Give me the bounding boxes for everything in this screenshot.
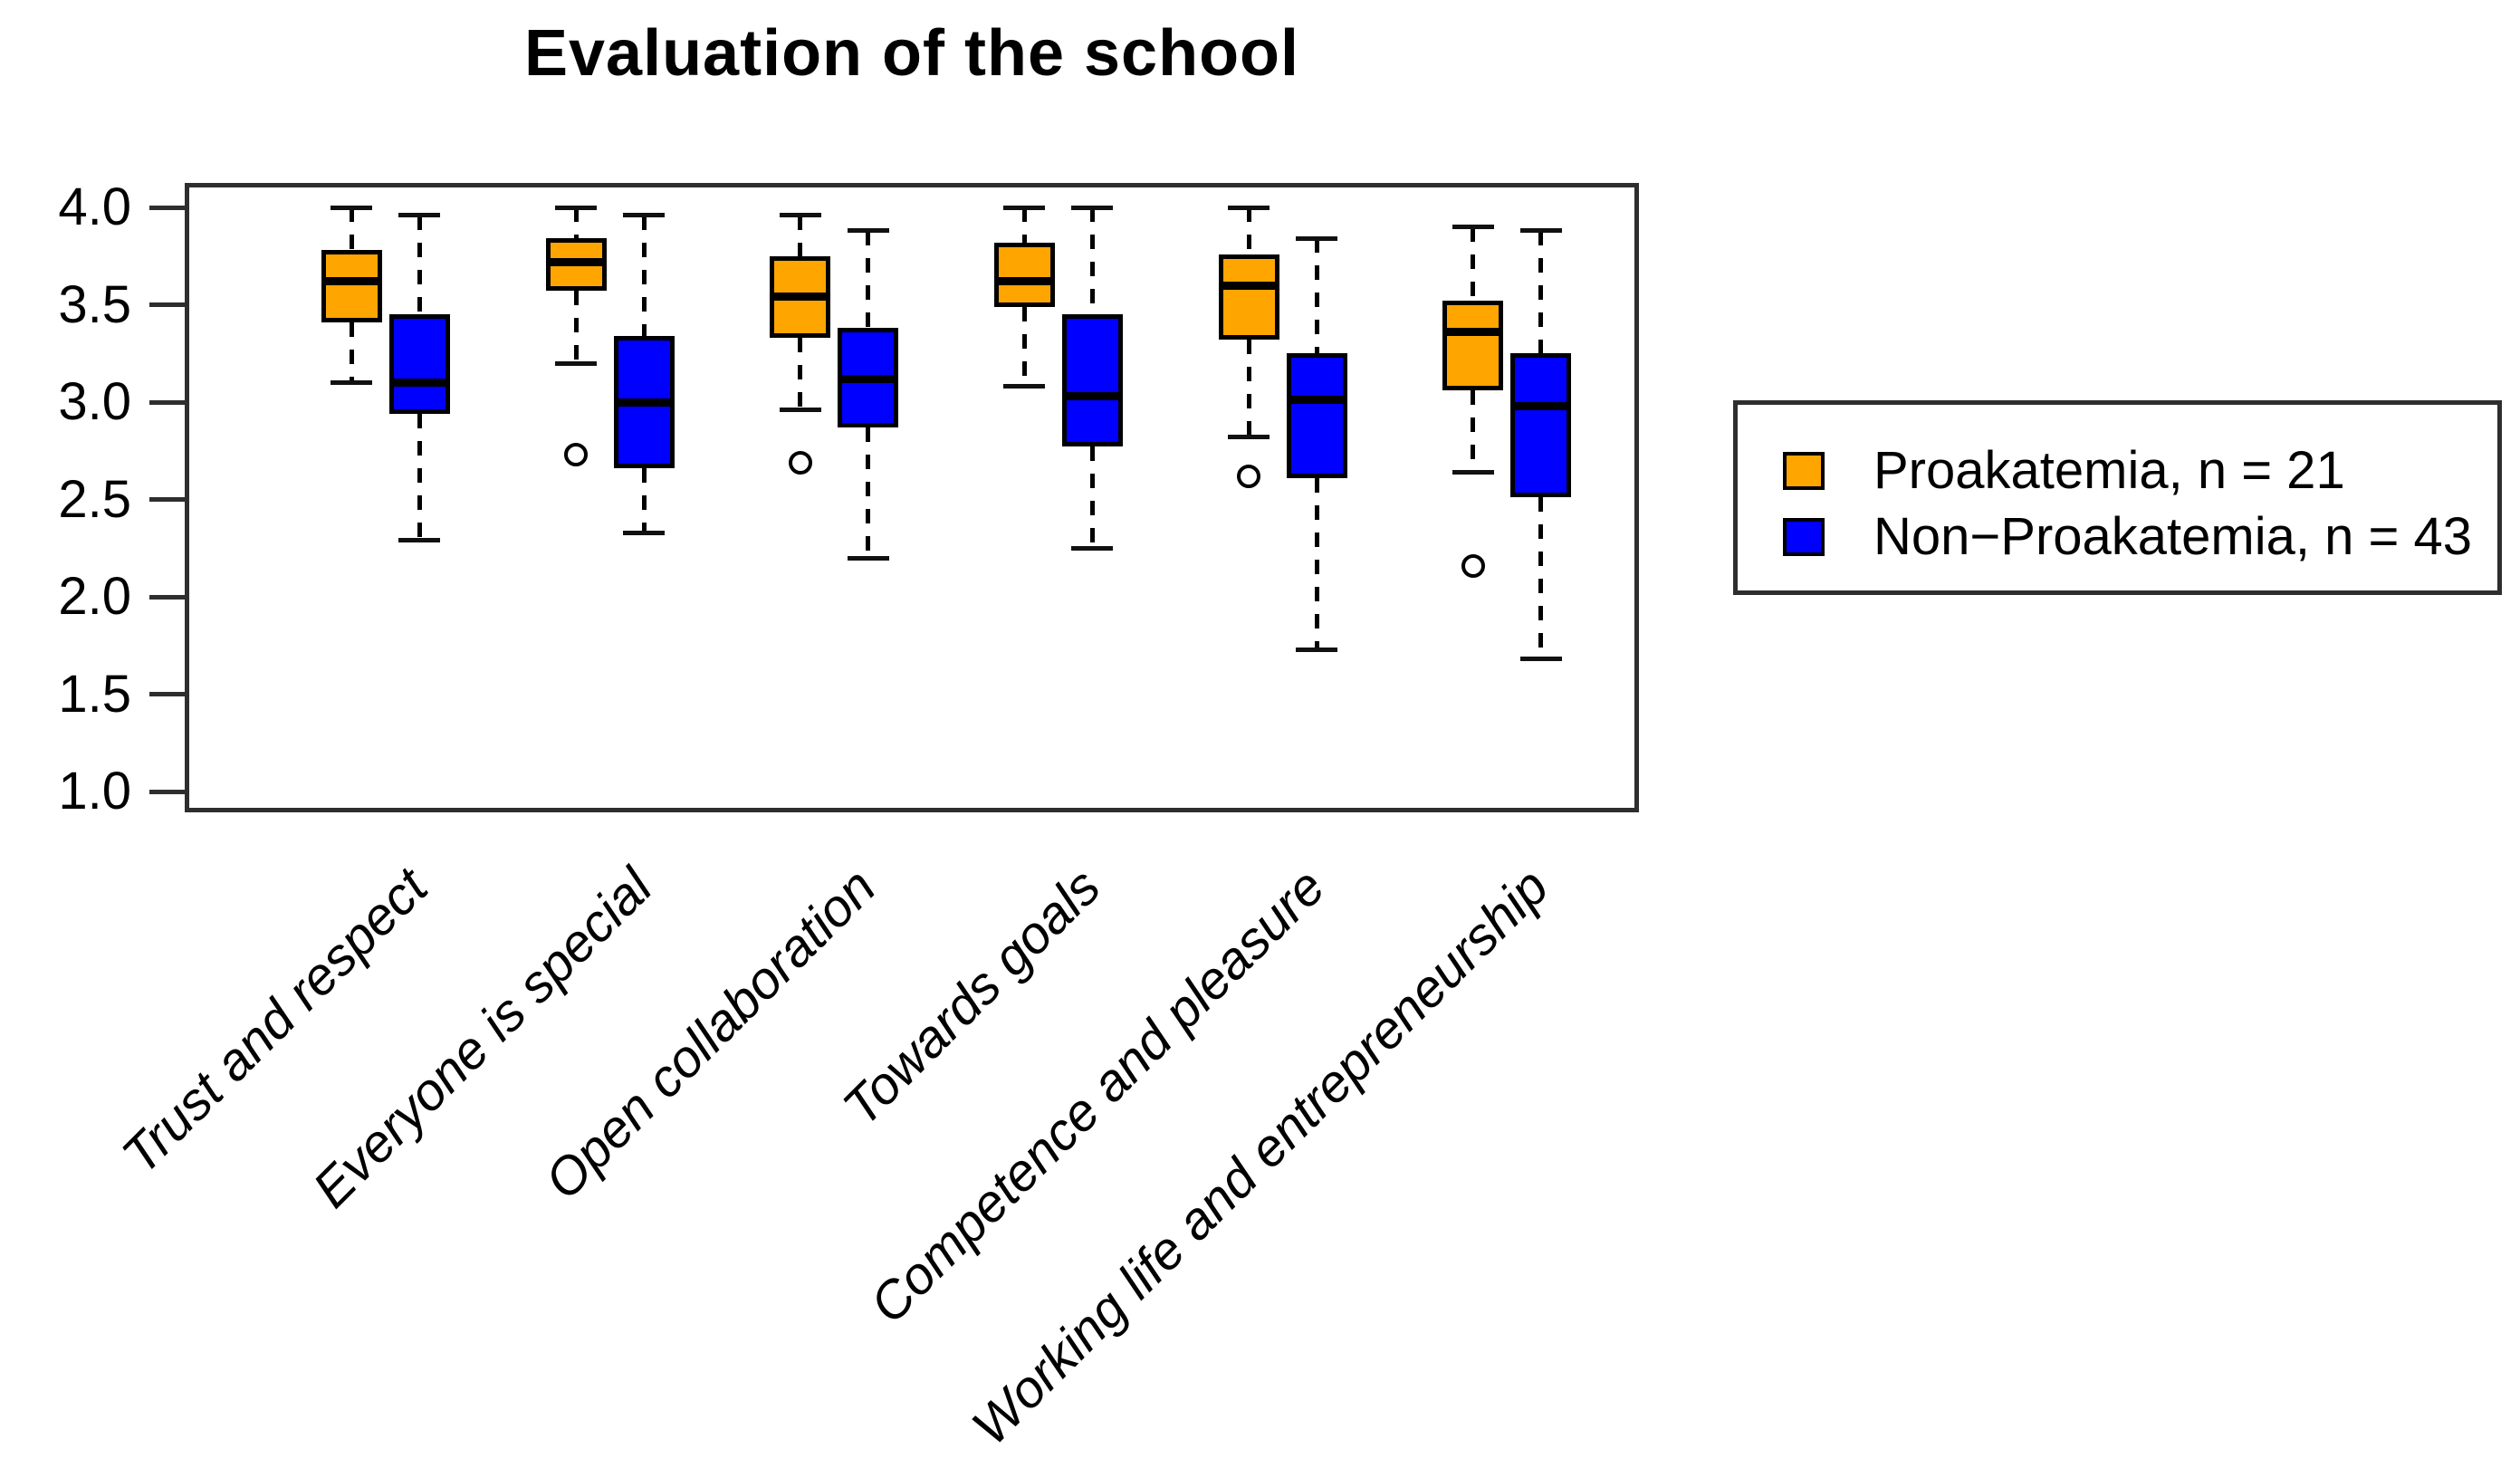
upper-whisker-cap-non-proakatemia-4: [1296, 235, 1338, 241]
box-non-proakatemia-5: [1510, 353, 1572, 498]
lower-whisker-cap-non-proakatemia-4: [1296, 647, 1338, 652]
upper-whisker-non-proakatemia-0: [417, 215, 422, 315]
lower-whisker-non-proakatemia-0: [417, 413, 422, 541]
y-axis-tick: [149, 789, 185, 794]
upper-whisker-non-proakatemia-3: [1089, 207, 1095, 315]
y-axis-tick: [149, 497, 185, 502]
chart-title: Evaluation of the school: [523, 17, 1300, 90]
legend-box: Proakatemia, n = 21 Non−Proakatemia, n =…: [1733, 400, 2502, 595]
lower-whisker-non-proakatemia-4: [1314, 477, 1319, 650]
outlier-proakatemia-4: [1237, 464, 1261, 488]
median-non-proakatemia-4: [1286, 396, 1347, 405]
lower-whisker-cap-non-proakatemia-1: [623, 530, 665, 535]
upper-whisker-non-proakatemia-5: [1538, 230, 1544, 354]
box-proakatemia-5: [1442, 301, 1504, 391]
lower-whisker-proakatemia-1: [573, 291, 579, 363]
outlier-proakatemia-5: [1461, 553, 1485, 578]
median-non-proakatemia-5: [1510, 401, 1572, 410]
upper-whisker-non-proakatemia-1: [641, 215, 647, 336]
y-axis-tick-label: 2.5: [58, 469, 131, 529]
upper-whisker-cap-proakatemia-0: [331, 205, 373, 210]
y-axis-tick-label: 4.0: [58, 178, 131, 236]
box-proakatemia-4: [1218, 254, 1279, 341]
upper-whisker-non-proakatemia-2: [866, 230, 871, 329]
lower-whisker-cap-proakatemia-4: [1228, 435, 1270, 440]
median-proakatemia-4: [1218, 281, 1279, 290]
box-proakatemia-0: [321, 250, 382, 322]
legend-label: Proakatemia, n = 21: [1873, 441, 2345, 500]
median-non-proakatemia-0: [388, 379, 450, 387]
outlier-proakatemia-1: [564, 443, 588, 467]
median-proakatemia-1: [545, 257, 607, 266]
lower-whisker-cap-non-proakatemia-3: [1071, 545, 1114, 551]
y-axis-tick: [149, 205, 185, 210]
upper-whisker-proakatemia-5: [1471, 226, 1476, 302]
lower-whisker-non-proakatemia-3: [1089, 446, 1095, 549]
upper-whisker-cap-non-proakatemia-0: [398, 213, 441, 218]
lower-whisker-cap-non-proakatemia-0: [398, 538, 441, 543]
proakatemia-swatch: [1783, 452, 1825, 490]
lower-whisker-cap-non-proakatemia-2: [847, 555, 889, 561]
upper-whisker-cap-non-proakatemia-5: [1519, 228, 1562, 234]
upper-whisker-cap-proakatemia-4: [1228, 205, 1270, 210]
upper-whisker-cap-proakatemia-2: [779, 213, 821, 218]
upper-whisker-cap-non-proakatemia-2: [847, 228, 889, 234]
median-non-proakatemia-3: [1061, 392, 1123, 401]
y-axis-tick-label: 2.0: [58, 567, 131, 626]
lower-whisker-proakatemia-2: [798, 338, 803, 410]
lower-whisker-cap-proakatemia-1: [555, 360, 597, 366]
lower-whisker-cap-non-proakatemia-5: [1519, 657, 1562, 662]
lower-whisker-cap-proakatemia-0: [331, 380, 373, 385]
upper-whisker-cap-proakatemia-1: [555, 205, 597, 210]
upper-whisker-cap-non-proakatemia-3: [1071, 205, 1114, 210]
box-non-proakatemia-4: [1286, 353, 1347, 478]
y-axis-tick-label: 1.5: [58, 664, 131, 724]
y-axis-tick-label: 3.0: [58, 372, 131, 431]
y-axis-tick: [149, 399, 185, 405]
median-proakatemia-2: [770, 293, 831, 302]
outlier-proakatemia-2: [788, 450, 812, 475]
plot-area-frame: [185, 183, 1639, 812]
non-proakatemia-swatch: [1783, 518, 1825, 556]
lower-whisker-cap-proakatemia-3: [1003, 384, 1046, 389]
lower-whisker-proakatemia-4: [1246, 340, 1251, 437]
y-axis-tick: [149, 692, 185, 696]
lower-whisker-non-proakatemia-2: [866, 427, 871, 558]
upper-whisker-cap-proakatemia-5: [1452, 225, 1494, 229]
y-axis-tick: [149, 302, 185, 307]
box-proakatemia-3: [993, 242, 1055, 307]
median-proakatemia-5: [1442, 328, 1504, 337]
upper-whisker-proakatemia-3: [1021, 207, 1027, 243]
upper-whisker-proakatemia-0: [349, 207, 354, 251]
y-axis-tick: [149, 594, 185, 600]
lower-whisker-proakatemia-5: [1471, 390, 1476, 473]
lower-whisker-cap-proakatemia-2: [779, 408, 821, 413]
upper-whisker-proakatemia-4: [1246, 207, 1251, 254]
lower-whisker-non-proakatemia-1: [641, 468, 647, 533]
upper-whisker-non-proakatemia-4: [1314, 238, 1319, 354]
y-axis-tick-label: 1.0: [58, 762, 131, 820]
y-axis-tick-label: 3.5: [58, 274, 131, 334]
median-non-proakatemia-2: [838, 374, 899, 383]
upper-whisker-cap-non-proakatemia-1: [623, 213, 665, 218]
median-proakatemia-3: [993, 277, 1055, 286]
upper-whisker-cap-proakatemia-3: [1003, 205, 1046, 210]
lower-whisker-proakatemia-3: [1021, 306, 1027, 387]
lower-whisker-cap-proakatemia-5: [1452, 469, 1494, 475]
upper-whisker-proakatemia-2: [798, 215, 803, 256]
box-non-proakatemia-3: [1061, 314, 1123, 447]
median-non-proakatemia-1: [613, 398, 675, 407]
legend-label: Non−Proakatemia, n = 43: [1873, 507, 2472, 566]
box-non-proakatemia-0: [388, 314, 450, 414]
upper-whisker-proakatemia-1: [573, 207, 579, 239]
lower-whisker-proakatemia-0: [349, 321, 354, 383]
lower-whisker-non-proakatemia-5: [1538, 497, 1544, 659]
median-proakatemia-0: [321, 277, 382, 286]
